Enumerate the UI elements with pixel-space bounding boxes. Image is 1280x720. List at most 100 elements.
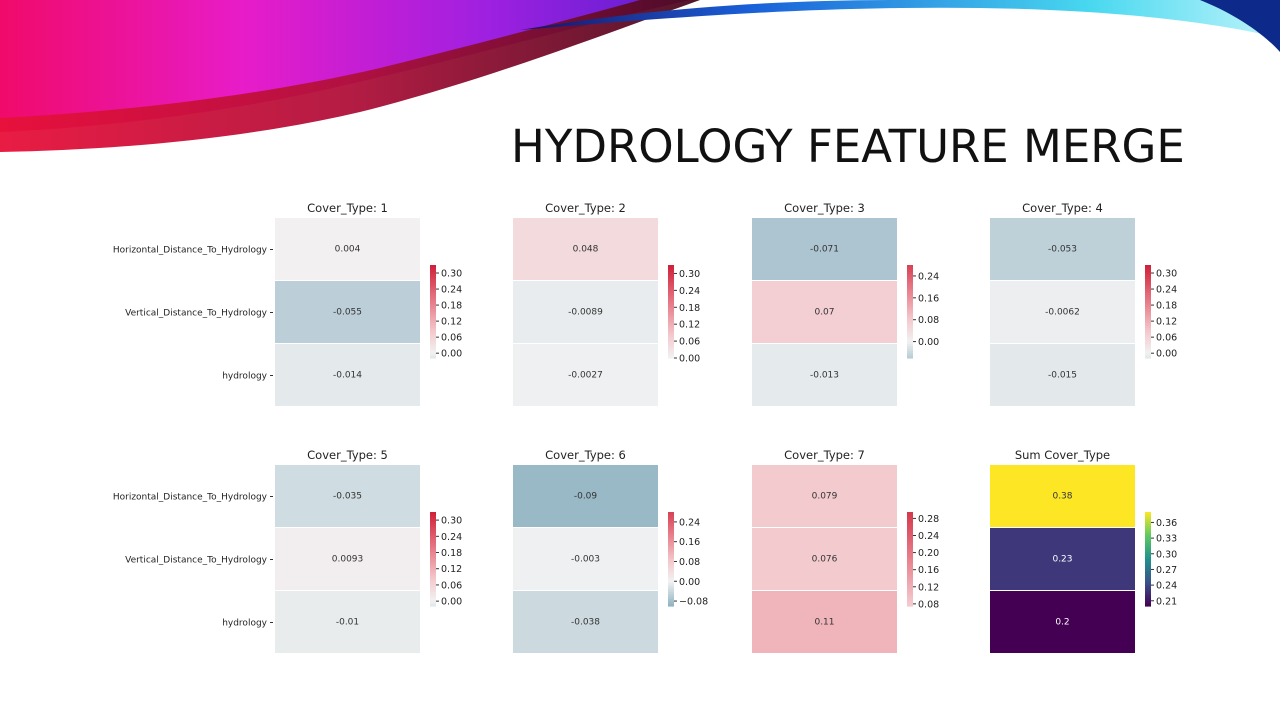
- colorbar-segment: [907, 596, 913, 600]
- colorbar-segment: [668, 299, 674, 303]
- colorbar-segment: [1145, 339, 1151, 343]
- colorbar-segment: [668, 341, 674, 345]
- colorbar-segment: [1145, 537, 1151, 541]
- colorbar-segment: [668, 304, 674, 308]
- colorbar-segment: [907, 575, 913, 579]
- colorbar-segment: [430, 530, 436, 534]
- colorbar-tick-label: 0.08: [918, 599, 939, 610]
- colorbar-segment: [668, 325, 674, 329]
- colorbar-segment: [1145, 353, 1151, 357]
- colorbar-segment: [907, 598, 913, 602]
- colorbar-segment: [907, 265, 913, 268]
- colorbar-segment: [907, 512, 913, 515]
- colorbar-segment: [668, 271, 674, 275]
- colorbar-segment: [668, 269, 674, 273]
- colorbar-segment: [430, 568, 436, 572]
- colorbar-segment: [668, 577, 674, 581]
- colorbar-segment: [668, 516, 674, 520]
- colorbar-segment: [907, 325, 913, 329]
- colorbar-segment: [668, 265, 674, 268]
- colorbar-segment: [1145, 528, 1151, 532]
- colorbar-segment: [1145, 330, 1151, 334]
- colorbar-segment: [430, 523, 436, 527]
- colorbar-segment: [668, 278, 674, 282]
- heatmap-cell-label: 0.0093: [332, 555, 364, 565]
- colorbar-segment: [907, 519, 913, 522]
- colorbar-tick-label: 0.08: [918, 315, 939, 326]
- colorbar-segment: [907, 523, 913, 527]
- colorbar-segment: [1145, 549, 1151, 553]
- colorbar-segment: [430, 302, 436, 306]
- colorbar-segment: [907, 276, 913, 280]
- heatmap-cell-label: 0.2: [1055, 618, 1069, 628]
- colorbar-segment: [907, 332, 913, 336]
- colorbar-segment: [430, 330, 436, 334]
- colorbar-segment: [668, 512, 674, 515]
- colorbar-segment: [668, 591, 674, 595]
- colorbar-tick-label: 0.24: [1156, 285, 1177, 296]
- colorbar-segment: [430, 337, 436, 340]
- colorbar-segment: [1145, 311, 1151, 315]
- heatmap-cell: [513, 465, 658, 527]
- heatmap-cell: [752, 218, 897, 280]
- colorbar-segment: [1145, 323, 1151, 327]
- colorbar-tick-label: 0.06: [441, 333, 462, 344]
- colorbar-segment: [668, 570, 674, 574]
- colorbar-segment: [430, 544, 436, 548]
- colorbar-segment: [668, 556, 674, 560]
- colorbar-segment: [907, 561, 913, 565]
- colorbar-segment: [907, 516, 913, 520]
- colorbar-tick-label: 0.24: [441, 285, 462, 296]
- colorbar-segment: [1145, 587, 1151, 591]
- colorbar-segment: [907, 521, 913, 525]
- colorbar-segment: [1145, 561, 1151, 565]
- colorbar-segment: [907, 292, 913, 296]
- colorbar-segment: [1145, 332, 1151, 336]
- heatmap-title: Sum Cover_Type: [1015, 448, 1110, 462]
- colorbar-segment: [907, 563, 913, 567]
- colorbar-segment: [668, 554, 674, 558]
- heatmap-cell-label: 0.38: [1052, 492, 1072, 502]
- colorbar-tick-label: 0.06: [1156, 333, 1177, 344]
- colorbar-segment: [430, 278, 436, 282]
- colorbar-segment: [430, 316, 436, 320]
- colorbar-tick-label: 0.12: [1156, 317, 1177, 328]
- colorbar-segment: [907, 341, 913, 345]
- colorbar-segment: [907, 344, 913, 347]
- colorbar-segment: [430, 566, 436, 569]
- colorbar-segment: [430, 573, 436, 577]
- colorbar-segment: [907, 591, 913, 595]
- heatmap-cell-label: 0.076: [812, 555, 838, 565]
- heatmap-cell-label: -0.003: [571, 555, 600, 565]
- colorbar-segment: [430, 589, 436, 593]
- heatmap-cell-label: 0.07: [814, 308, 834, 318]
- colorbar-tick-label: 0.30: [441, 516, 462, 527]
- heatmap-panel: Sum Cover_Type 0.38 0.23 0.2 0.21 0.24 0.27 0.3…: [990, 448, 1177, 653]
- colorbar-segment: [668, 580, 674, 584]
- colorbar-segment: [668, 596, 674, 600]
- colorbar-segment: [668, 544, 674, 548]
- colorbar-segment: [907, 603, 913, 607]
- colorbar-segment: [668, 320, 674, 324]
- colorbar-segment: [668, 339, 674, 343]
- colorbar-segment: [430, 580, 436, 584]
- colorbar-segment: [1145, 563, 1151, 567]
- colorbar-segment: [907, 537, 913, 541]
- colorbar-segment: [430, 535, 436, 539]
- colorbar-segment: [1145, 535, 1151, 539]
- colorbar-segment: [668, 519, 674, 522]
- colorbar-segment: [668, 276, 674, 280]
- colorbar-segment: [1145, 526, 1151, 530]
- colorbar-segment: [1145, 297, 1151, 301]
- colorbar-segment: [907, 528, 913, 532]
- colorbar-tick-label: 0.08: [679, 557, 700, 568]
- colorbar-segment: [907, 274, 913, 278]
- colorbar-segment: [907, 309, 913, 313]
- colorbar-segment: [907, 288, 913, 292]
- colorbar-segment: [430, 292, 436, 296]
- colorbar-segment: [1145, 304, 1151, 308]
- heatmap-cell: [275, 344, 420, 406]
- colorbar-segment: [668, 594, 674, 598]
- colorbar-segment: [430, 323, 436, 327]
- colorbar-segment: [1145, 566, 1151, 569]
